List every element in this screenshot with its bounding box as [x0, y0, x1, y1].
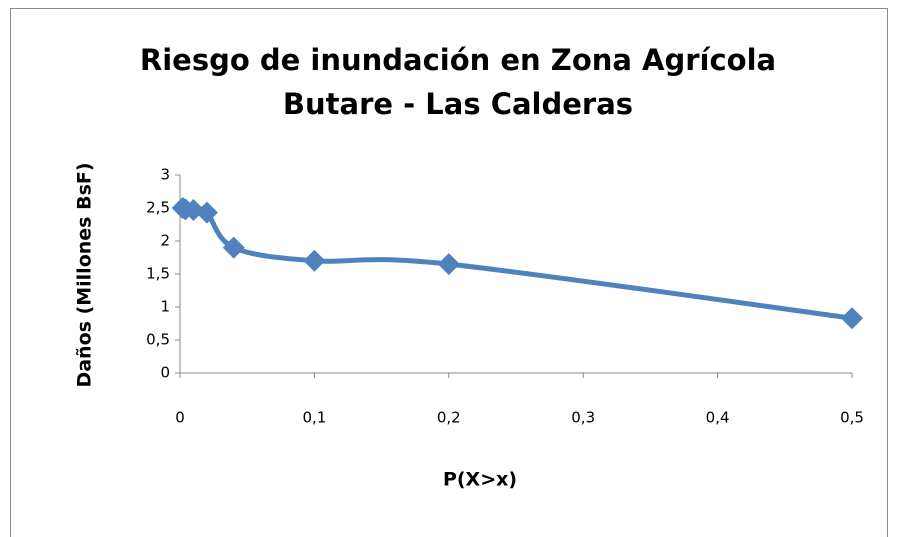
y-tick-label: 2	[160, 232, 170, 250]
chart-title: Butare - Las Calderas	[283, 87, 633, 121]
marker	[437, 253, 460, 276]
y-tick-label: 0,5	[146, 331, 170, 349]
y-tick-label: 2,5	[146, 199, 170, 217]
y-tick-label: 1,5	[146, 265, 170, 283]
y-tick-label: 1	[160, 298, 170, 316]
y-axis-title: Daños (Millones BsF)	[74, 162, 96, 387]
marker	[195, 201, 218, 224]
x-tick-label: 0,1	[302, 409, 326, 427]
x-tick-label: 0,2	[437, 409, 461, 427]
chart-title: Riesgo de inundación en Zona Agrícola	[140, 43, 776, 77]
x-tick-label: 0,4	[706, 409, 730, 427]
x-tick-label: 0	[175, 409, 185, 427]
y-tick-label: 3	[160, 166, 170, 184]
marker	[222, 236, 245, 259]
y-tick-label: 0	[160, 364, 170, 382]
x-tick-label: 0,3	[571, 409, 595, 427]
marker	[841, 307, 863, 330]
x-tick-label: 0,5	[840, 409, 864, 427]
marker	[303, 249, 326, 272]
x-axis-title: P(X>x)	[443, 469, 517, 491]
